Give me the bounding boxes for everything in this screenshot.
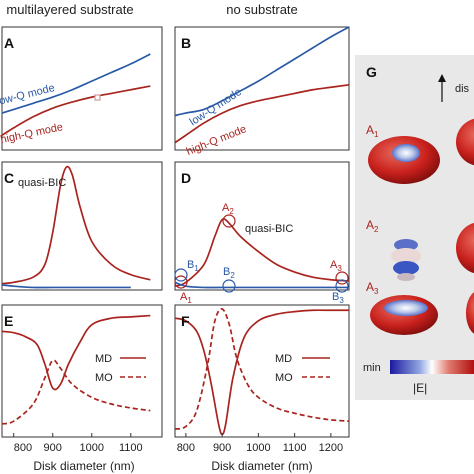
- panel-f-frame: [174, 304, 350, 438]
- label-quasi-bic-d: quasi-BIC: [245, 223, 293, 235]
- field-a2-lobe-low: [393, 261, 419, 275]
- panel-letter-a: A: [4, 35, 14, 51]
- panel-d-plot: [174, 218, 350, 289]
- panel-letter-e: E: [4, 313, 13, 329]
- marker-a2: [222, 214, 236, 228]
- up-arrow-icon: [438, 74, 446, 82]
- legend-mo-e: MO: [95, 372, 113, 384]
- crossing-marker: [94, 94, 101, 101]
- marker-a1: [174, 275, 188, 289]
- g-label-a1: A1: [366, 123, 379, 139]
- field-a2-lobe-mid: [391, 248, 421, 264]
- panel-a-plot: [1, 53, 151, 136]
- panel-a-series-high-q-mode: [1, 85, 151, 136]
- marker-label-a3: A3: [330, 259, 342, 273]
- panel-f-plot: [174, 308, 350, 436]
- field-b3-body: [466, 292, 474, 334]
- marker-b1: [174, 268, 188, 282]
- header-right: no substrate: [226, 2, 298, 17]
- field-a2-lobe-top: [394, 239, 418, 251]
- dis-label: dis: [455, 83, 470, 95]
- panel-f-series-mo: [174, 308, 350, 430]
- marker-a3: [335, 271, 349, 285]
- panel-letter-g: G: [366, 64, 377, 80]
- marker-label-b1: B1: [187, 259, 199, 273]
- panel-d-series-high-q-mode: [174, 218, 350, 287]
- colorbar: [390, 360, 474, 374]
- header-left: multilayered substrate: [6, 2, 133, 17]
- panel-d-frame: [174, 161, 350, 291]
- panel-b-series-low-q-mode: [174, 26, 350, 117]
- legend-md-f: MD: [275, 353, 292, 365]
- panel-c-plot: [1, 165, 151, 289]
- panel-c-frame: [1, 161, 163, 291]
- x-tick-label-e-3: 1100: [119, 442, 143, 454]
- marker-label-b2: B2: [223, 266, 235, 280]
- marker-label-a2: A2: [222, 202, 234, 216]
- field-a3-core: [384, 300, 428, 316]
- x-tick-label-f-1: 900: [213, 442, 231, 454]
- x-ticks: 800 900 1000 1100 800 900 1000 1100 1200: [13, 433, 343, 454]
- label-quasi-bic-c: quasi-BIC: [18, 177, 66, 189]
- field-b1-body: [456, 118, 474, 166]
- panel-letter-f: F: [181, 313, 190, 329]
- x-tick-label-f-2: 1000: [246, 442, 270, 454]
- g-label-a2: A2: [366, 218, 379, 234]
- panel-b-series-high-q-mode: [174, 83, 350, 144]
- panel-g-background: [355, 55, 474, 400]
- x-tick-label-e-1: 900: [44, 442, 62, 454]
- x-tick-label-f-0: 800: [177, 442, 195, 454]
- panel-letter-c: C: [4, 170, 14, 186]
- panel-d-series-low-q-mode: [174, 281, 349, 289]
- panel-b-plot: [174, 26, 350, 144]
- marker-label-b3: B3: [332, 291, 344, 305]
- colorbar-title: |E|: [413, 381, 427, 395]
- colorbar-min-label: min: [363, 362, 381, 374]
- x-axis-label-right: Disk diameter (nm): [211, 459, 312, 473]
- panel-e-series-mo: [1, 359, 151, 425]
- x-tick-label-e-2: 1000: [80, 442, 104, 454]
- panel-e-plot: [1, 314, 151, 425]
- x-tick-label-f-4: 1200: [319, 442, 343, 454]
- x-tick-label-f-3: 1100: [283, 442, 307, 454]
- panel-f-series-md: [174, 309, 349, 436]
- marker-label-a1: A1: [180, 291, 192, 305]
- panel-a-series-low-q-mode: [1, 53, 151, 114]
- legend-md-e: MD: [95, 353, 112, 365]
- panel-e-frame: [1, 304, 163, 438]
- field-a1-core: [392, 144, 420, 162]
- x-tick-label-e-0: 800: [14, 442, 32, 454]
- panel-c-series-high-q-mode: [1, 165, 151, 285]
- field-b2-body: [456, 222, 474, 274]
- panel-letter-d: D: [181, 170, 191, 186]
- field-a2-lobe-bottom: [397, 273, 415, 281]
- panel-e-series-md: [1, 314, 151, 391]
- x-axis-label-left: Disk diameter (nm): [33, 459, 134, 473]
- legend-mo-f: MO: [275, 372, 293, 384]
- panel-c-series-low-q-mode: [1, 284, 131, 289]
- g-label-a3: A3: [366, 280, 379, 296]
- panel-letter-b: B: [181, 35, 191, 51]
- marker-b3: [335, 279, 349, 293]
- marker-b2: [222, 279, 236, 293]
